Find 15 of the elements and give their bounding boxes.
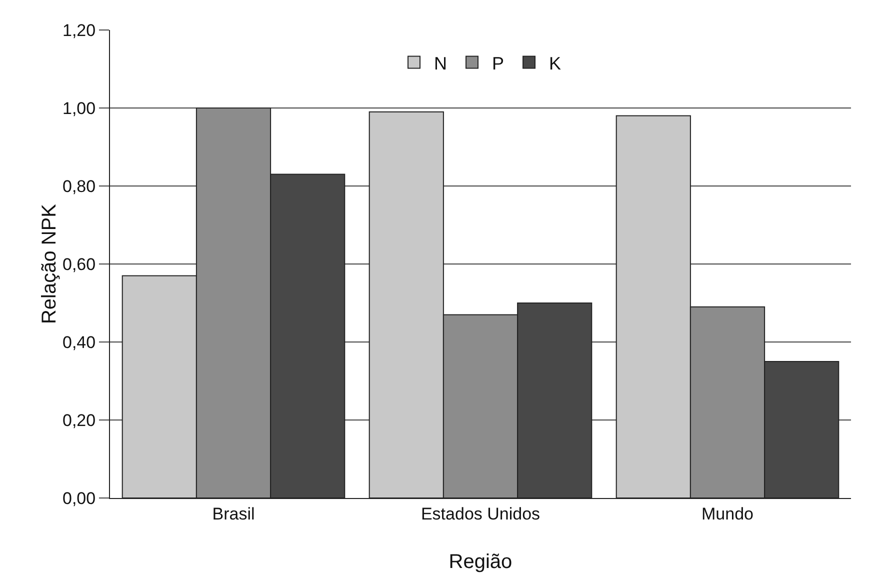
y-tick-label: 0,40 [62,332,96,352]
y-tick-label: 0,20 [62,410,96,430]
legend-label: N [434,53,447,74]
x-tick-label: Brasil [212,504,255,524]
y-tick-label: 1,00 [62,98,96,118]
legend-label: P [492,53,504,74]
y-axis-title: Relação NPK [38,203,61,324]
x-axis-title: Região [448,551,512,573]
x-tick-label: Estados Unidos [420,504,540,524]
y-tick-label: 0,00 [62,488,96,508]
y-tick-label: 0,80 [62,176,96,196]
y-tick-label: 1,20 [62,20,96,40]
y-tick-label: 0,60 [62,254,96,274]
x-tick-label: Mundo [702,504,754,524]
legend-label: K [549,53,562,74]
